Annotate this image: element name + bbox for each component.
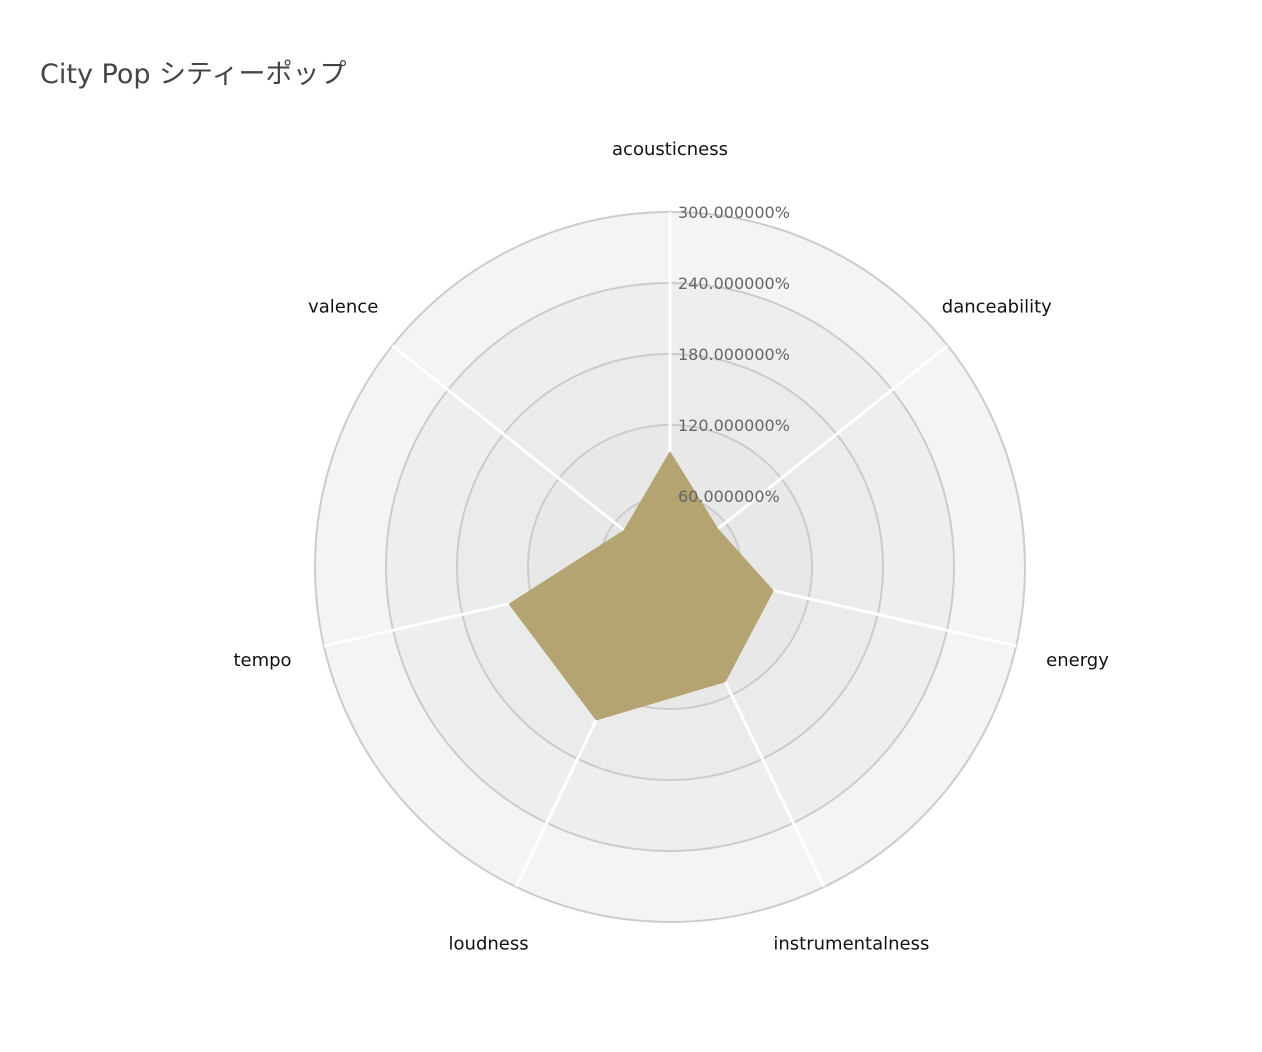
radial-tick-label: 120.000000%	[678, 416, 790, 435]
radial-tick-label: 240.000000%	[678, 274, 790, 293]
radial-tick-label: 300.000000%	[678, 203, 790, 222]
chart-title: City Pop シティーポップ	[40, 59, 347, 90]
radial-tick-label: 180.000000%	[678, 345, 790, 364]
axis-label-valence: valence	[308, 296, 378, 317]
radar-series	[508, 451, 774, 721]
axis-label-tempo: tempo	[233, 650, 291, 671]
axis-label-acousticness: acousticness	[612, 139, 728, 160]
radial-tick-labels: 60.000000% 120.000000% 180.000000% 240.0000…	[678, 203, 790, 506]
radial-tick-label: 60.000000%	[678, 487, 780, 506]
axis-label-loudness: loudness	[449, 934, 529, 955]
axis-label-danceability: danceability	[942, 296, 1052, 317]
axis-label-instrumentalness: instrumentalness	[773, 934, 929, 955]
axis-labels: acousticness danceability energy instrument…	[233, 139, 1109, 955]
axis-label-energy: energy	[1046, 650, 1109, 671]
radar-series-area	[508, 451, 774, 721]
